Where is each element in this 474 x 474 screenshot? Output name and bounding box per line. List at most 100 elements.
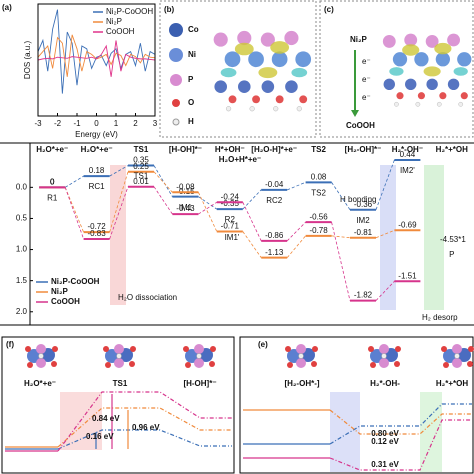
connector — [64, 187, 84, 240]
panel-b-frame — [159, 0, 317, 138]
element-label: H — [188, 117, 194, 126]
connector — [109, 186, 129, 240]
panel-c-frame — [319, 0, 474, 138]
step-label: TS2 — [311, 145, 326, 154]
levels — [243, 403, 472, 471]
value-label: -0.81 — [354, 228, 373, 237]
panel-f-frame — [1, 336, 235, 474]
value-label: -0.72 — [87, 222, 106, 231]
bottom-label: CoOOH — [346, 121, 375, 130]
connector — [375, 281, 395, 301]
state-label: IM2 — [356, 216, 370, 225]
state-label: P — [449, 250, 454, 259]
value-label: -0.08 — [176, 182, 195, 191]
barrier-label: 0.96 eV — [132, 423, 160, 432]
value-label: -0.35 — [221, 199, 240, 208]
value-label: -0.04 — [265, 180, 284, 189]
barrier-label: 0.16 eV — [86, 432, 114, 441]
state-label: R1 — [47, 193, 58, 202]
connector — [198, 192, 218, 232]
value-label: -1.82 — [354, 291, 373, 300]
value-label: -0.36 — [354, 200, 373, 209]
structure — [213, 30, 312, 112]
value-annotation: -4.53*1 — [440, 235, 466, 244]
x-tick-label: -3 — [34, 119, 42, 128]
value-label: -1.51 — [398, 271, 417, 280]
molecule — [24, 343, 59, 369]
value-label: -0.86 — [265, 231, 284, 240]
value-label: -0.83 — [87, 229, 106, 238]
connector — [242, 202, 262, 242]
electron-label: e⁻ — [362, 75, 371, 84]
connector — [331, 182, 351, 210]
legend-atom — [169, 23, 183, 37]
state-label: H₂*+*OH — [436, 379, 468, 388]
connector — [331, 235, 351, 239]
legend-atom — [169, 48, 183, 62]
value-label: -0.78 — [309, 226, 328, 235]
connector — [153, 171, 173, 193]
molecule — [284, 343, 319, 369]
legend-label: CoOOH — [51, 297, 80, 306]
plot-frame — [37, 3, 156, 117]
x-tick-label: -2 — [54, 119, 62, 128]
y-tick-label: 0.0 — [16, 182, 28, 191]
state-label: H₂O*+e⁻ — [24, 379, 56, 388]
step-label: [H₂-OH]*⁻ — [345, 145, 382, 154]
state-label: IM2' — [400, 166, 415, 175]
molecule — [182, 343, 217, 369]
y-tick-label: 2.0 — [16, 307, 28, 316]
connector — [64, 175, 84, 188]
panel-label: (c) — [324, 5, 334, 14]
molecule — [440, 343, 474, 369]
state-label: RC2 — [266, 196, 283, 205]
molecule — [367, 343, 402, 369]
value-label: -0.71 — [221, 222, 240, 231]
state-label: RC1 — [89, 182, 106, 191]
levels — [5, 391, 232, 452]
step-label: TS1 — [134, 145, 149, 154]
connector — [198, 201, 218, 215]
step-label: H₂*+*OH — [436, 145, 468, 154]
x-tick-label: 1 — [114, 119, 119, 128]
connector — [286, 221, 306, 242]
step-annotation: H₂O+H*+e⁻ — [219, 155, 261, 164]
value-label: 0.44 — [400, 150, 416, 159]
value-label: -0.15 — [176, 187, 195, 196]
top-label: Ni₂P — [350, 35, 368, 44]
structure — [382, 33, 472, 107]
value-label: 0.35 — [133, 156, 149, 165]
step-label: H₂*-OH⁻ — [392, 145, 423, 154]
legend-label: Ni₂P — [51, 287, 69, 296]
element-label: Co — [188, 25, 199, 34]
barrier-label: 0.31 eV — [371, 460, 399, 469]
legend-label: Ni₂P — [106, 17, 122, 26]
barrier-label: 0.80 eV — [371, 429, 399, 438]
legend-atom — [172, 118, 180, 126]
dos-line — [37, 40, 156, 77]
state-label: IM1 — [179, 203, 193, 212]
value-label: 0.18 — [89, 166, 105, 175]
y-axis-label: DOS (a.u.) — [23, 41, 32, 80]
region-shade — [380, 165, 396, 310]
legend-label: CoOOH — [106, 27, 135, 36]
x-tick-label: -1 — [73, 119, 81, 128]
connector — [287, 181, 306, 191]
step-label: [H₂O-H]*+e⁻ — [251, 145, 297, 154]
value-label: -0.43 — [176, 204, 195, 213]
step-label: H₂O*+e⁻ — [81, 145, 113, 154]
state-label: TS2 — [311, 188, 326, 197]
electron-label: e⁻ — [362, 93, 371, 102]
barrier-label: 0.84 eV — [92, 414, 120, 423]
value-label: -1.13 — [265, 248, 284, 257]
arrow-head — [351, 110, 359, 117]
x-tick-label: 3 — [153, 119, 158, 128]
x-axis-label: Energy (eV) — [75, 130, 118, 139]
state-label: [H₂-OH*-] — [284, 379, 319, 388]
y-tick-label: 1.5 — [16, 276, 28, 285]
connector — [109, 171, 129, 233]
legend-atom — [170, 74, 182, 86]
state-label: R2 — [225, 215, 236, 224]
legend-label: Ni₂P-CoOOH — [51, 277, 100, 286]
